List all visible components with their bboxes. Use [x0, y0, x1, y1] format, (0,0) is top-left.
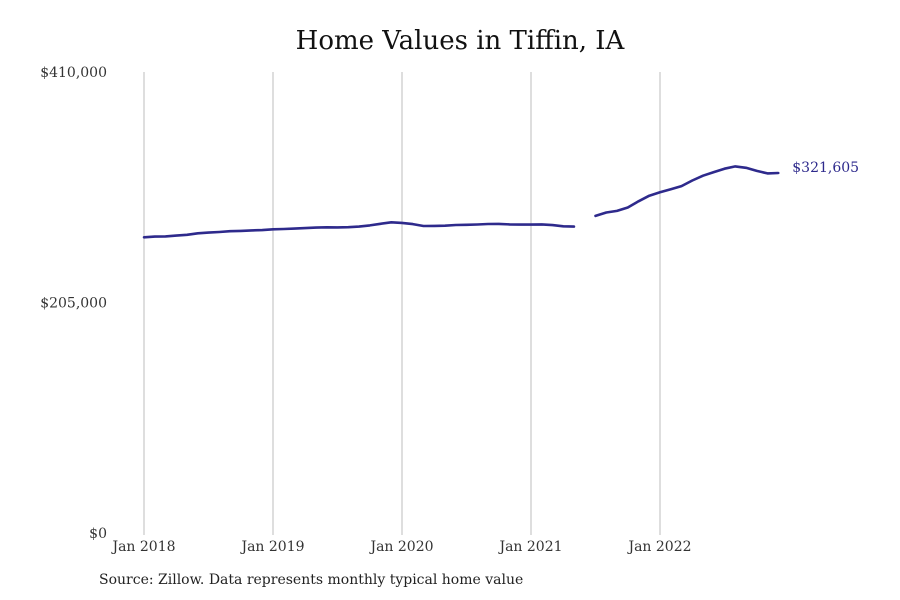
series-line [142, 165, 780, 239]
end-label-group: $321,605 [792, 160, 859, 176]
y-axis-ticks: $0 $205,000 $410,000 [40, 65, 107, 542]
series-line-segment-2 [594, 165, 780, 218]
chart-title: Home Values in Tiffin, IA [295, 26, 625, 56]
x-tick-label: Jan 2022 [626, 539, 691, 555]
y-tick-label: $0 [89, 526, 107, 542]
x-axis-ticks: Jan 2018 Jan 2019 Jan 2020 Jan 2021 Jan 2022 [110, 539, 691, 555]
x-tick-label: Jan 2021 [497, 539, 562, 555]
y-tick-label: $205,000 [40, 296, 107, 312]
vertical-gridlines [143, 72, 661, 535]
x-tick-label: Jan 2020 [368, 539, 433, 555]
x-tick-label: Jan 2019 [239, 539, 304, 555]
x-tick-label: Jan 2018 [110, 539, 175, 555]
series-line-segment-1 [142, 221, 576, 239]
y-tick-label: $410,000 [40, 65, 107, 81]
source-note: Source: Zillow. Data represents monthly … [99, 572, 524, 588]
end-value-label: $321,605 [792, 160, 859, 176]
